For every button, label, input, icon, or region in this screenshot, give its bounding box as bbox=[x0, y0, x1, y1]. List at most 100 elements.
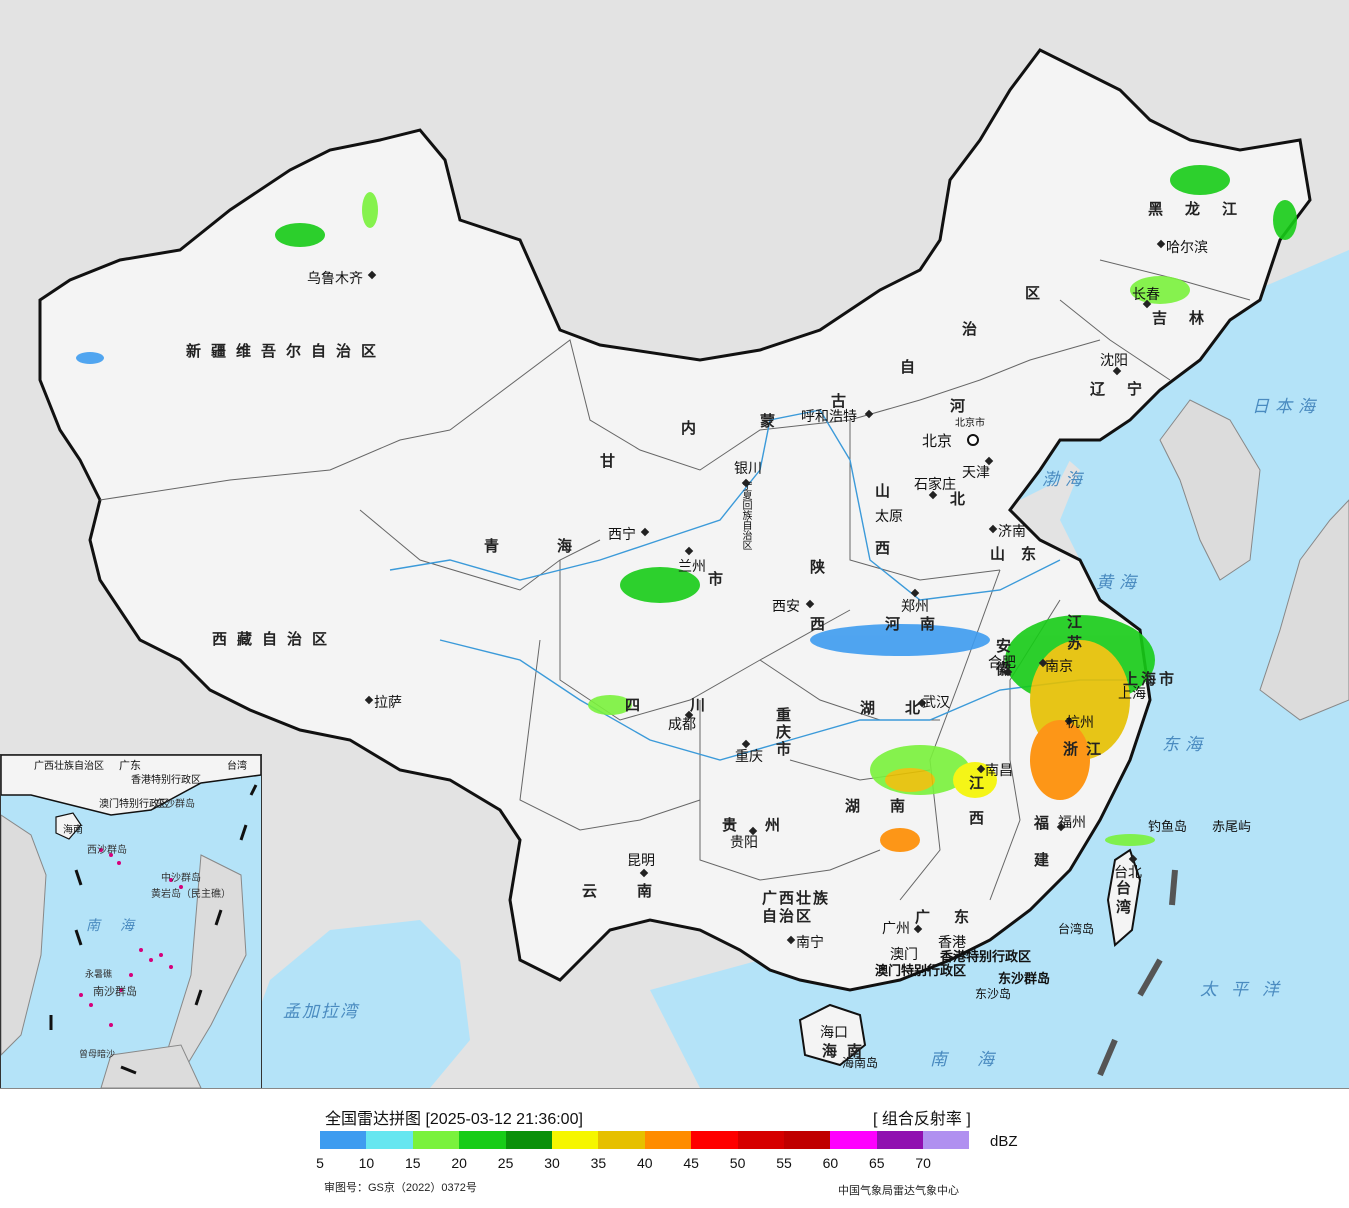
label-shaanxi-b: 西 bbox=[810, 616, 836, 633]
label-jilin: 吉林 bbox=[1152, 310, 1227, 327]
city-wuhan: 武汉 bbox=[922, 694, 950, 710]
label-shanxi-a: 山 bbox=[875, 483, 901, 500]
scale-tick-label: 60 bbox=[822, 1155, 839, 1171]
label-liaoning: 辽宁 bbox=[1090, 381, 1165, 398]
city-beijing: 北京 bbox=[922, 433, 953, 450]
inset-label-nanhai: 南海 bbox=[86, 917, 154, 933]
inset-hainan bbox=[55, 812, 82, 840]
color-scale-ticks: 5 10 15 20 25 30 35 40 45 50 55 60 65 70 bbox=[316, 1155, 970, 1175]
label-neimeng-a: 内 bbox=[681, 420, 707, 437]
city-nanjing: 南京 bbox=[1045, 658, 1073, 674]
city-chongqing: 重庆 bbox=[735, 748, 763, 764]
scale-tick-label: 25 bbox=[497, 1155, 514, 1171]
scale-tick-label: 40 bbox=[637, 1155, 653, 1171]
label-pacific: 太平洋 bbox=[1200, 980, 1293, 999]
china-territory bbox=[38, 48, 1312, 992]
scale-tick-label: 30 bbox=[544, 1155, 560, 1171]
inset-label-zhongsha: 中沙群岛 bbox=[161, 873, 201, 884]
label-hunan: 湖南 bbox=[845, 798, 936, 815]
south-sea-inset[interactable]: 广西壮族自治区 广东 台湾 香港特别行政区 澳门特别行政区 海南 东沙群岛 西沙… bbox=[0, 754, 262, 1088]
color-swatch bbox=[644, 1131, 692, 1149]
legend-unit: dBZ bbox=[990, 1133, 1018, 1150]
radar-echoes bbox=[76, 165, 1297, 852]
city-huhehaote: 呼和浩特 bbox=[801, 408, 857, 424]
nine-dash-line bbox=[1097, 869, 1178, 1077]
inset-borneo bbox=[100, 1044, 202, 1088]
color-swatch bbox=[783, 1131, 831, 1149]
color-swatch bbox=[830, 1131, 877, 1149]
label-gansu-shi: 市 bbox=[708, 571, 734, 588]
city-tianjin: 天津 bbox=[962, 464, 990, 480]
color-swatch bbox=[320, 1131, 367, 1149]
city-haikou: 海口 bbox=[820, 1024, 848, 1040]
inset-label-hainan: 海南 bbox=[63, 825, 83, 836]
hainan-island bbox=[798, 1003, 867, 1067]
legend-product: [ 组合反射率 ] bbox=[873, 1111, 971, 1128]
label-sichuan: 四川 bbox=[625, 697, 756, 714]
city-fuzhou: 福州 bbox=[1058, 814, 1086, 830]
label-xinjiang: 新疆维吾尔自治区 bbox=[186, 343, 387, 360]
city-shijiazhuang: 石家庄 bbox=[914, 476, 956, 492]
inset-label-guangdong: 广东 bbox=[119, 760, 141, 772]
label-taiwan: 台湾 bbox=[1114, 880, 1131, 918]
color-swatch bbox=[876, 1131, 924, 1149]
label-guizhou: 贵州 bbox=[722, 817, 809, 834]
color-swatch bbox=[691, 1131, 738, 1149]
label-heilongjiang: 黑龙江 bbox=[1148, 201, 1260, 218]
city-guiyang: 贵阳 bbox=[730, 834, 758, 850]
label-ningxia: 宁夏回族自治区 bbox=[740, 480, 751, 550]
city-xianggang: 香港 bbox=[938, 934, 966, 950]
city-shanghai: 上海 bbox=[1118, 685, 1146, 701]
city-jinan: 济南 bbox=[998, 523, 1026, 539]
label-neimeng-e: 治 bbox=[962, 321, 988, 338]
city-aomen: 澳门 bbox=[890, 946, 918, 962]
city-hefei: 合肥 bbox=[988, 654, 1016, 670]
label-donghai: 东海 bbox=[1162, 735, 1208, 754]
label-shaanxi-a: 陕 bbox=[810, 559, 836, 576]
label-qinghai-a: 青 bbox=[484, 538, 510, 555]
map-canvas bbox=[38, 48, 1349, 1088]
label-hebei-a: 河 bbox=[950, 398, 976, 415]
label-fujian: 福建 bbox=[1032, 815, 1049, 889]
label-beijing-shi: 北京市 bbox=[955, 418, 985, 429]
label-henan: 河南 bbox=[885, 616, 956, 633]
scale-tick-label: 5 bbox=[316, 1155, 324, 1171]
color-swatch bbox=[459, 1131, 506, 1149]
label-guangxi: 广西壮族自治区 bbox=[762, 890, 831, 925]
organization-name: 中国气象局雷达气象中心 bbox=[838, 1185, 959, 1197]
color-swatch bbox=[412, 1131, 460, 1149]
scale-tick-label: 55 bbox=[776, 1155, 792, 1171]
label-hainandao: 海南岛 bbox=[842, 1056, 879, 1070]
inset-label-huangyan: 黄岩岛（民主礁） bbox=[151, 889, 231, 900]
color-swatch bbox=[598, 1131, 645, 1149]
city-hangzhou: 杭州 bbox=[1066, 714, 1094, 730]
label-neimeng-f: 区 bbox=[1025, 285, 1051, 302]
color-swatch bbox=[923, 1131, 970, 1149]
scale-tick-label: 45 bbox=[683, 1155, 699, 1171]
label-yunnan: 云南 bbox=[582, 883, 693, 900]
label-bengal: 孟加拉湾 bbox=[283, 1002, 359, 1021]
city-taibei: 台北 bbox=[1114, 864, 1142, 880]
label-qinghai-b: 海 bbox=[557, 538, 583, 555]
label-xizang: 西藏自治区 bbox=[212, 631, 338, 648]
label-taiwan-isl: 台湾岛 bbox=[1058, 922, 1095, 936]
city-yinchuan: 银川 bbox=[734, 460, 762, 476]
color-scale-bar bbox=[320, 1131, 970, 1149]
city-xian: 西安 bbox=[772, 598, 800, 614]
radar-map[interactable]: 新疆维吾尔自治区 西藏自治区 青 海 甘 市 内 蒙 古 自 治 区 黑龙江 吉… bbox=[0, 0, 1349, 1089]
inset-label-macau: 澳门特别行政区 bbox=[99, 799, 169, 810]
inset-philippines bbox=[165, 854, 247, 1076]
label-neimeng-d: 自 bbox=[900, 359, 926, 376]
label-zhejiang: 浙江 bbox=[1063, 741, 1110, 758]
label-jiangsu: 江苏 bbox=[1065, 614, 1082, 656]
color-swatch bbox=[551, 1131, 599, 1149]
label-hubei: 湖北 bbox=[860, 700, 951, 717]
city-nanchang: 南昌 bbox=[985, 762, 1013, 778]
taiwan-island bbox=[1106, 848, 1142, 947]
label-huanghai: 黄海 bbox=[1096, 573, 1142, 592]
city-changchun: 长春 bbox=[1132, 286, 1160, 302]
label-diaoyu: 钓鱼岛 bbox=[1148, 819, 1188, 834]
label-dongsha-group: 东沙群岛 bbox=[998, 971, 1051, 986]
scale-tick-label: 20 bbox=[451, 1155, 467, 1171]
city-nanning: 南宁 bbox=[796, 934, 824, 950]
